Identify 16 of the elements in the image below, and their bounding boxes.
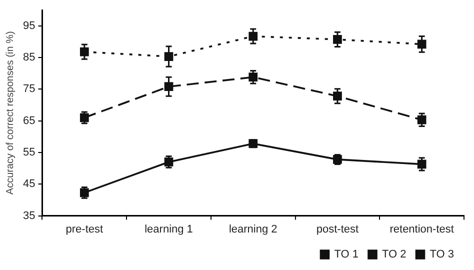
legend-label: TO 1 (334, 248, 359, 261)
legend-label: TO 3 (430, 248, 454, 261)
x-tick-label: retention-test (390, 223, 454, 236)
y-tick-label: 75 (22, 83, 36, 96)
y-tick-label: 55 (22, 146, 36, 159)
legend-label: TO 2 (382, 248, 406, 261)
x-tick-label: post-test (316, 223, 359, 236)
x-tick-label: learning 1 (144, 223, 193, 236)
y-axis-title: Accuracy of correct responses (in %) (4, 31, 16, 195)
y-tick-label: 35 (22, 210, 36, 222)
x-tick-label: learning 2 (228, 223, 278, 236)
y-tick-label: 65 (22, 114, 36, 127)
x-tick-label: pre-test (66, 223, 104, 236)
y-tick-label: 95 (22, 20, 36, 32)
y-tick-label: 45 (22, 178, 36, 190)
y-tick-label: 85 (22, 52, 36, 64)
